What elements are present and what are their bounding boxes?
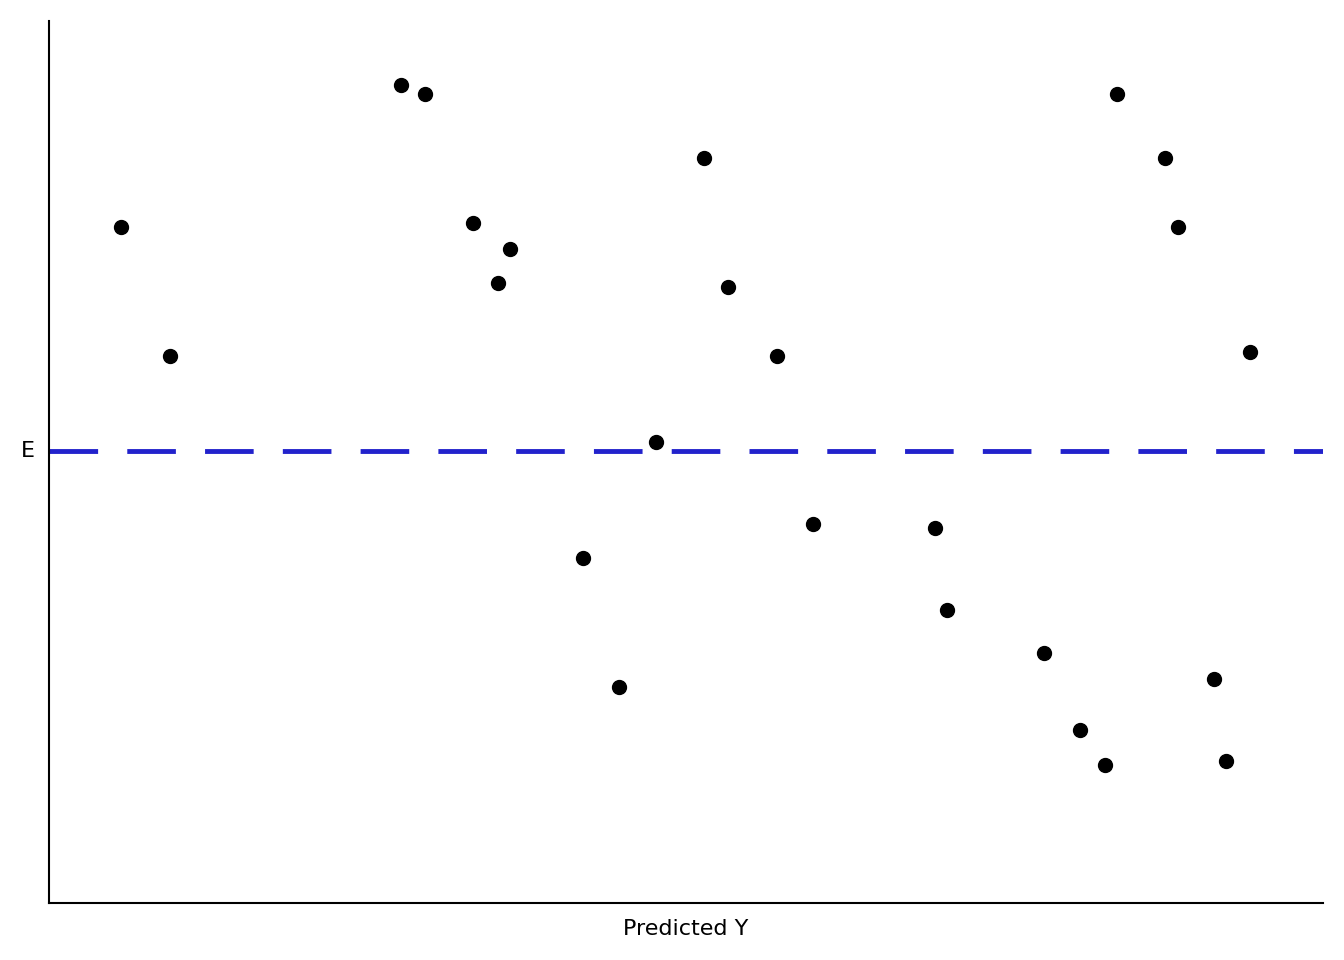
Point: [1106, 86, 1128, 102]
Point: [1094, 757, 1116, 773]
Point: [923, 520, 945, 536]
Point: [609, 680, 630, 695]
Point: [1034, 645, 1055, 660]
Point: [1154, 151, 1176, 166]
Point: [160, 348, 181, 364]
Point: [766, 348, 788, 364]
Point: [1203, 671, 1224, 686]
Y-axis label: E: E: [22, 441, 35, 461]
Point: [694, 151, 715, 166]
Point: [937, 602, 958, 617]
X-axis label: Predicted Y: Predicted Y: [624, 919, 749, 939]
Point: [1239, 345, 1261, 360]
Point: [718, 279, 739, 295]
Point: [1070, 723, 1091, 738]
Point: [573, 551, 594, 566]
Point: [462, 215, 484, 230]
Point: [1215, 753, 1236, 768]
Point: [1167, 220, 1188, 235]
Point: [414, 86, 435, 102]
Point: [390, 78, 411, 93]
Point: [487, 276, 508, 291]
Point: [802, 516, 824, 532]
Point: [645, 435, 667, 450]
Point: [499, 241, 520, 256]
Point: [110, 220, 132, 235]
